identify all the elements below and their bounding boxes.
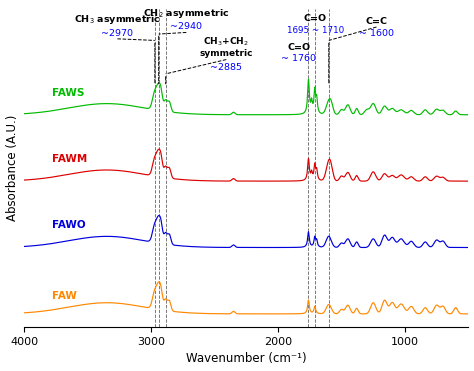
Text: ~ 1600: ~ 1600	[359, 29, 394, 38]
Text: C=O: C=O	[303, 14, 327, 23]
Text: 1695 ~ 1710: 1695 ~ 1710	[286, 26, 344, 35]
Text: CH$_3$+CH$_2$
symmetric: CH$_3$+CH$_2$ symmetric	[200, 35, 253, 58]
Text: FAWO: FAWO	[52, 220, 86, 230]
Text: C=C: C=C	[365, 17, 387, 26]
X-axis label: Wavenumber (cm⁻¹): Wavenumber (cm⁻¹)	[186, 352, 307, 365]
Text: CH$_2$ asymmetric: CH$_2$ asymmetric	[143, 7, 230, 20]
Y-axis label: Absorbance (A.U.): Absorbance (A.U.)	[6, 115, 18, 221]
Text: FAW: FAW	[52, 291, 77, 301]
Text: CH$_3$ asymmetric: CH$_3$ asymmetric	[74, 13, 161, 26]
Text: ~2885: ~2885	[210, 63, 242, 72]
Text: ~2940: ~2940	[170, 23, 202, 32]
Text: FAWM: FAWM	[52, 154, 87, 164]
Text: C=O: C=O	[287, 43, 310, 52]
Text: FAWS: FAWS	[52, 88, 84, 98]
Text: ~2970: ~2970	[101, 29, 133, 38]
Text: ~ 1760: ~ 1760	[281, 55, 316, 63]
